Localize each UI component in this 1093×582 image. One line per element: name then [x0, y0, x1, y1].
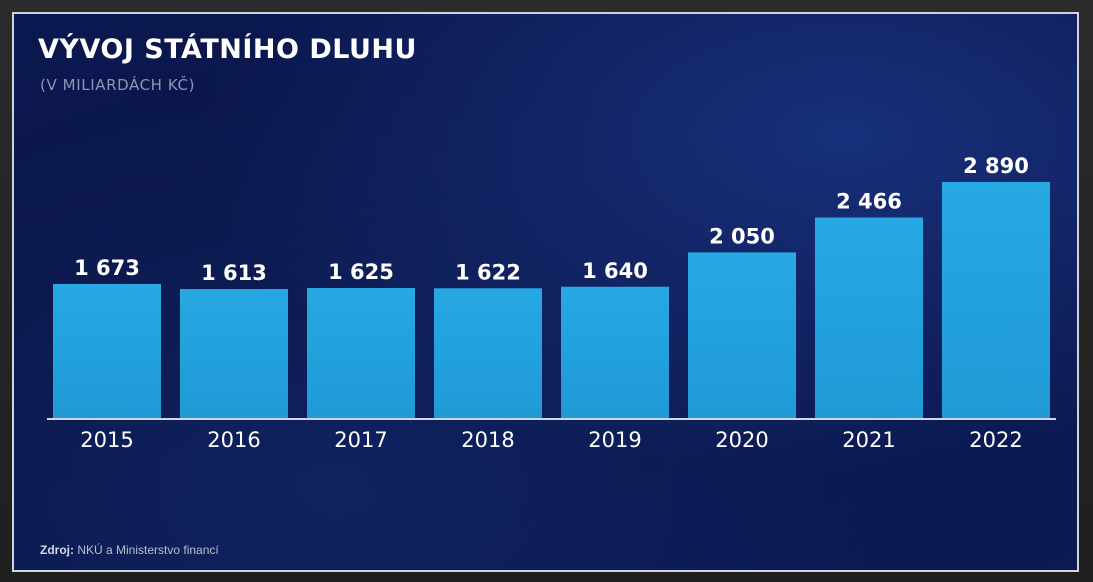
x-tick-label-2016: 2016	[207, 428, 260, 452]
bar-2021	[815, 217, 923, 418]
value-label-2016: 1 613	[201, 261, 267, 285]
x-tick-labels-group: 2015 2016 2017 2018 2019 2020 2021 2022	[80, 428, 1022, 452]
value-label-2022: 2 890	[963, 154, 1029, 178]
bar-2019	[561, 286, 669, 418]
bar-2020	[688, 252, 796, 418]
chart-title: VÝVOJ STÁTNÍHO DLUHU	[38, 34, 417, 65]
bars-group	[53, 182, 1050, 418]
bar-2016	[180, 289, 288, 418]
bar-2018	[434, 288, 542, 418]
source-text: NKÚ a Ministerstvo financí	[77, 543, 219, 557]
value-label-2020: 2 050	[709, 224, 775, 248]
x-tick-label-2015: 2015	[80, 428, 133, 452]
source-label: Zdroj:	[40, 543, 74, 557]
value-labels-group: 1 673 1 613 1 625 1 622 1 640 2 050 2 466 2 890	[74, 154, 1029, 285]
source-note: Zdroj: NKÚ a Ministerstvo financí	[40, 543, 219, 557]
bar-chart: 1 673 1 613 1 625 1 622 1 640 2 050 2 466 2 890…	[47, 154, 1056, 452]
x-tick-label-2021: 2021	[842, 428, 895, 452]
value-label-2018: 1 622	[455, 260, 521, 284]
x-tick-label-2019: 2019	[588, 428, 641, 452]
x-tick-label-2020: 2020	[715, 428, 768, 452]
value-label-2019: 1 640	[582, 259, 648, 283]
value-label-2017: 1 625	[328, 260, 394, 284]
bar-2017	[307, 288, 415, 418]
bar-2022	[942, 182, 1050, 418]
chart-subtitle: (V MILIARDÁCH KČ)	[40, 76, 196, 94]
chart-panel: VÝVOJ STÁTNÍHO DLUHU (V MILIARDÁCH KČ) 1…	[12, 12, 1079, 572]
x-tick-label-2018: 2018	[461, 428, 514, 452]
x-tick-label-2022: 2022	[969, 428, 1022, 452]
bar-2015	[53, 284, 161, 418]
value-label-2015: 1 673	[74, 256, 140, 280]
x-tick-label-2017: 2017	[334, 428, 387, 452]
value-label-2021: 2 466	[836, 190, 902, 214]
